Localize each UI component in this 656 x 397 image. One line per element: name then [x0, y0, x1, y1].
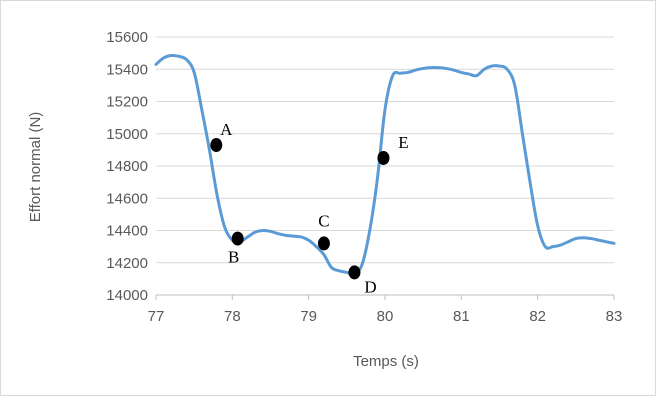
- x-tick-label: 78: [224, 308, 241, 325]
- point-marker-B: [231, 231, 244, 246]
- x-tick-label: 79: [300, 308, 317, 325]
- x-tick-label: 81: [453, 308, 470, 325]
- series-line: [154, 53, 616, 276]
- y-tick-label: 14000: [106, 287, 148, 304]
- y-tick-label: 15200: [106, 94, 148, 111]
- x-tick-label: 83: [606, 308, 623, 325]
- y-tick-label: 15400: [106, 61, 148, 78]
- series-line-path: [154, 53, 616, 276]
- y-tick-label: 15000: [106, 126, 148, 143]
- point-marker-D: [348, 265, 361, 280]
- point-label-C: C: [318, 211, 329, 230]
- y-tick-label: 14800: [106, 158, 148, 175]
- point-label-D: D: [364, 277, 376, 296]
- point-marker-A: [210, 138, 223, 153]
- y-axis-title: Effort normal (N): [27, 112, 44, 223]
- annotated-points: A B C D E: [210, 120, 409, 296]
- point-marker-E: [377, 150, 390, 165]
- x-tick-label: 77: [148, 308, 165, 325]
- y-tick-label: 15600: [106, 29, 148, 46]
- point-label-B: B: [228, 248, 239, 267]
- y-axis-ticks: 14000 14200 14400 14600 14800 15000 15200 15400…: [106, 29, 148, 304]
- gridlines: [156, 36, 614, 296]
- x-axis-ticks: 77 78 79 80 81 82 83: [148, 295, 623, 325]
- x-tick-label: 80: [377, 308, 394, 325]
- point-label-A: A: [220, 120, 233, 139]
- x-tick-label: 82: [529, 308, 546, 325]
- point-label-E: E: [398, 133, 408, 152]
- y-tick-label: 14400: [106, 223, 148, 240]
- x-axis-title: Temps (s): [353, 353, 419, 370]
- point-marker-C: [317, 236, 330, 251]
- y-tick-label: 14200: [106, 255, 148, 272]
- y-tick-label: 14600: [106, 190, 148, 207]
